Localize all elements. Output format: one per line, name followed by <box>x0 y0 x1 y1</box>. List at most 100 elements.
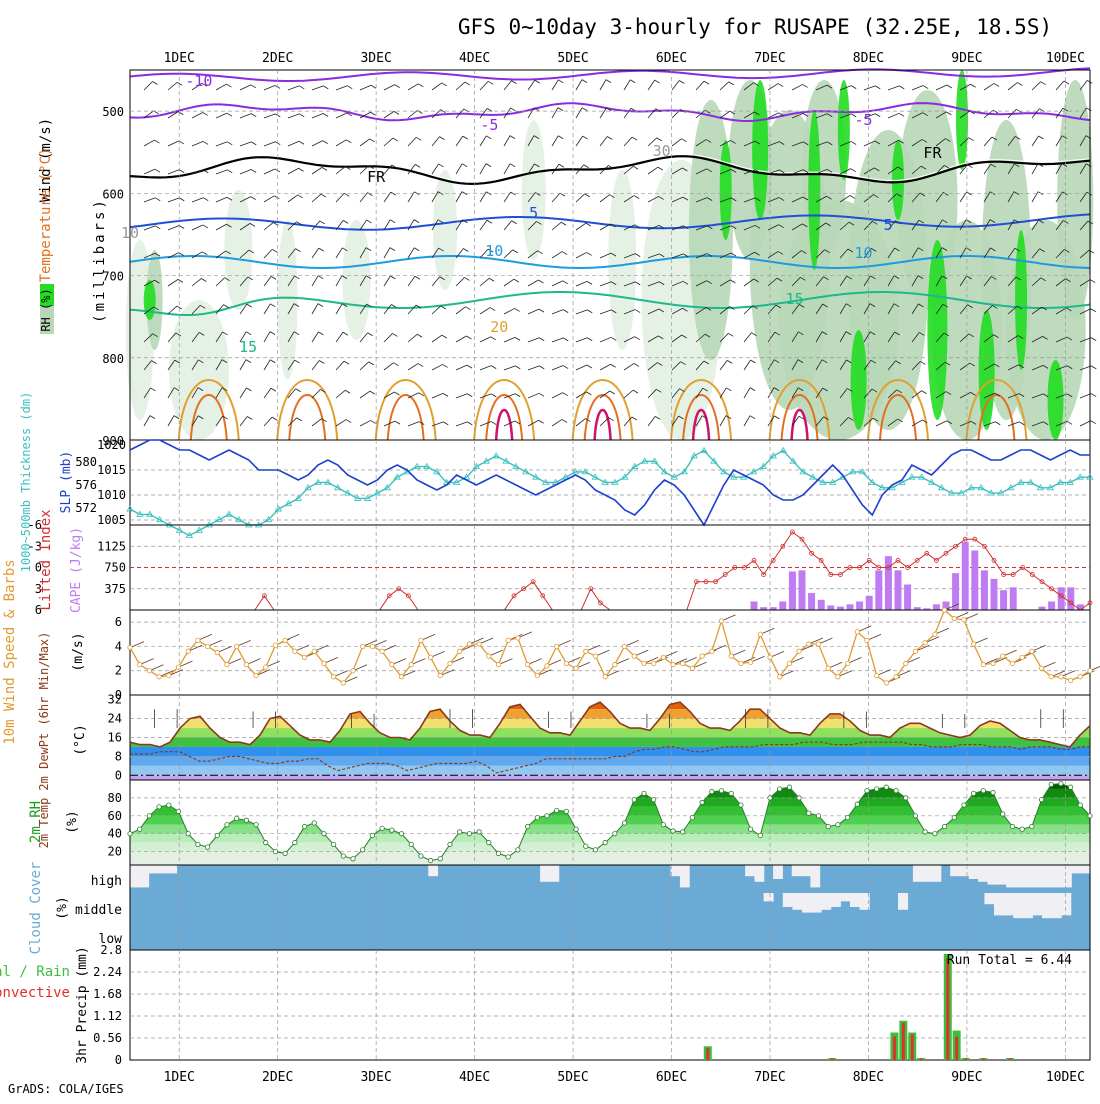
wind-barb <box>215 112 228 119</box>
wind-barb-flag <box>633 363 640 367</box>
wind-barb-flag <box>538 308 545 313</box>
isotherm-25 <box>189 394 228 441</box>
thickness-point <box>977 484 985 491</box>
wind-speed-point <box>912 648 919 654</box>
wind-barb-flag <box>845 303 852 308</box>
cloud-bg <box>130 865 1090 950</box>
wind-speed-point <box>156 674 162 680</box>
wind-barb <box>1031 191 1039 203</box>
rh2m-point <box>1077 802 1083 808</box>
li-line <box>130 531 1091 611</box>
wind-barb <box>335 166 346 175</box>
wind-barb <box>887 275 895 287</box>
wind-barb-flag <box>198 359 204 364</box>
wind-barb <box>215 387 223 399</box>
wind-barb <box>143 197 156 203</box>
precip-tick: 1.12 <box>93 1009 122 1023</box>
li-point <box>521 586 526 592</box>
wind-barb <box>1007 364 1019 371</box>
thickness-point <box>1086 473 1094 480</box>
wind-speed-point <box>932 631 938 637</box>
wind-barb-flag <box>201 82 208 87</box>
wind-barb <box>359 247 367 259</box>
wind-barb <box>263 168 276 175</box>
wind-barb-flag <box>898 139 904 144</box>
wind-barb-flag <box>632 389 639 394</box>
wind-barb <box>959 304 968 315</box>
wind-barb <box>887 193 897 203</box>
isotherm-25 <box>485 394 524 441</box>
wind-barb <box>695 109 706 119</box>
wind-barb-flag <box>322 140 328 144</box>
wind-barb-flag <box>802 84 808 88</box>
wind-speed-point <box>360 643 366 650</box>
wind-barb <box>455 364 468 371</box>
wind-barb <box>887 85 900 91</box>
wind-speed-point <box>1029 648 1035 654</box>
cape-bar <box>808 593 816 610</box>
wind-barb <box>671 138 682 147</box>
rh-band <box>130 815 1090 825</box>
wind-barb-flag <box>581 79 588 83</box>
wind-speed-point <box>951 615 957 622</box>
wind-barb-flag <box>298 140 305 145</box>
wind-barb-flag <box>754 111 760 116</box>
wind-barb-flag <box>538 392 545 397</box>
thickness-point <box>957 489 966 496</box>
wind-barb-flag <box>439 276 445 281</box>
isotherm-20 <box>867 379 929 441</box>
wind-barb-flag <box>682 280 689 285</box>
wind-barb-flag <box>487 248 494 253</box>
rh-band <box>130 851 1090 865</box>
wind-barb-flag <box>725 415 732 419</box>
isotherm-10 <box>129 255 1091 270</box>
rh2m-point <box>137 826 143 832</box>
wind-barb <box>719 81 730 91</box>
wind-barb <box>911 112 923 119</box>
wind-barb-flag <box>442 364 448 368</box>
ylabel-wind10m: 10m Wind Speed & Barbs <box>2 559 18 744</box>
wind-barb <box>887 112 900 119</box>
wind-barb-flag <box>870 359 877 364</box>
wind-barb <box>719 110 731 119</box>
wind-barb <box>527 392 540 399</box>
wind-barb <box>287 303 295 315</box>
cloud-gap-cell <box>1013 893 1024 919</box>
wind-barb <box>191 359 199 371</box>
temp-band <box>130 709 1090 719</box>
wind-barb-flag <box>392 137 399 142</box>
wind-barb <box>287 167 299 175</box>
rh2m-point <box>883 784 889 790</box>
wind-speed-point <box>612 662 618 668</box>
cape-bar <box>836 606 844 610</box>
wind-barb <box>839 275 848 287</box>
wind-barb-flag <box>151 360 157 364</box>
temp-tick: 16 <box>108 731 122 745</box>
wind-barb-flag <box>250 169 257 173</box>
wind-barb-flag <box>270 303 276 308</box>
wind-barb-flag <box>798 331 804 336</box>
rh-shading <box>978 310 995 430</box>
wind-barb <box>887 360 896 371</box>
wind-barb-flag <box>1039 248 1045 253</box>
li-point <box>1068 600 1074 606</box>
wind-barb-flag <box>513 278 520 283</box>
wind-barb <box>215 304 224 315</box>
thickness-point <box>541 478 550 485</box>
wind-speed-point <box>146 668 152 674</box>
wind-barb <box>239 84 252 91</box>
wind-barb <box>959 110 970 119</box>
rh-shading <box>1015 230 1028 370</box>
wind-barb-flag <box>990 163 997 168</box>
wind-barb <box>743 278 754 287</box>
cloud-gap-cell <box>922 865 933 882</box>
wind-barb <box>911 85 924 91</box>
wind-barb <box>215 331 223 343</box>
wind-speed-point <box>137 662 143 668</box>
wind-barb <box>1079 163 1087 175</box>
wind-barb <box>743 224 756 231</box>
wind-barb <box>743 415 751 427</box>
cloud-gap-cell <box>830 893 841 907</box>
wind-barb <box>455 248 464 259</box>
wind-barb <box>839 359 847 371</box>
